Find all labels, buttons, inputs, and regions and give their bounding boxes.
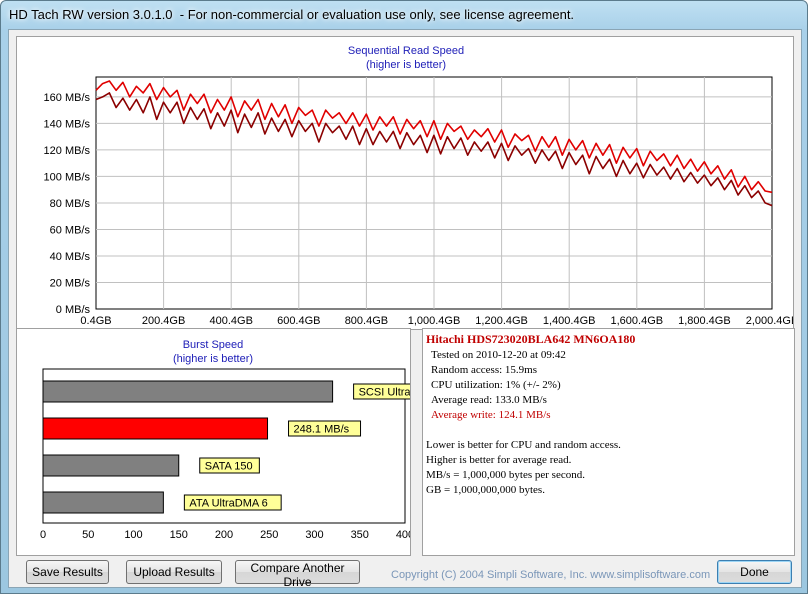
seq-y-tick-label: 80 MB/s — [50, 198, 91, 210]
burst-bar — [42, 454, 180, 477]
burst-x-tick-label: 150 — [170, 529, 188, 541]
title-bar[interactable]: HD Tach RW version 3.0.1.0 - For non-com… — [1, 1, 807, 29]
sequential-read-panel: Sequential Read Speed (higher is better)… — [16, 36, 794, 330]
note-lower-better: Lower is better for CPU and random acces… — [426, 439, 621, 451]
seq-x-tick-label: 1,400.4GB — [543, 315, 596, 327]
seq-y-tick-label: 20 MB/s — [50, 277, 91, 289]
done-button[interactable]: Done — [717, 560, 792, 584]
seq-chart-title: Sequential Read Speed — [348, 45, 464, 57]
burst-bar-label-box — [199, 457, 260, 474]
burst-bar-label: 248.1 MB/s — [294, 424, 350, 436]
random-access: Random access: 15.9ms — [431, 364, 538, 376]
burst-bar-label-box — [183, 494, 282, 511]
note-gb-definition: GB = 1,000,000,000 bytes. — [426, 484, 545, 496]
tested-date: Tested on 2010-12-20 at 09:42 — [431, 349, 566, 361]
seq-chart-subtitle: (higher is better) — [366, 59, 446, 71]
seq-x-tick-label: 600.4GB — [277, 315, 320, 327]
seq-x-tick-label: 1,200.4GB — [475, 315, 528, 327]
seq-y-tick-label: 160 MB/s — [44, 92, 91, 104]
burst-bar-label-box — [288, 420, 362, 437]
seq-series-line-2 — [95, 92, 773, 207]
seq-x-tick-label: 400.4GB — [209, 315, 252, 327]
burst-x-tick-label: 50 — [82, 529, 94, 541]
compare-another-drive-button[interactable]: Compare Another Drive — [235, 560, 360, 589]
average-read: Average read: 133.0 MB/s — [431, 394, 547, 406]
seq-x-tick-label: 0.4GB — [80, 315, 111, 327]
burst-chart-subtitle: (higher is better) — [173, 353, 253, 365]
seq-y-tick-label: 100 MB/s — [44, 171, 91, 183]
burst-x-tick-label: 300 — [305, 529, 323, 541]
client-area: Sequential Read Speed (higher is better)… — [8, 29, 802, 589]
burst-bars: SCSI Ultra320 248.1 MB/s SATA 150 ATA Ultra… — [42, 380, 410, 514]
upload-results-button[interactable]: Upload Results — [126, 560, 222, 584]
cpu-utilization: CPU utilization: 1% (+/- 2%) — [431, 379, 561, 391]
note-higher-better: Higher is better for average read. — [426, 454, 572, 466]
burst-x-tick-label: 100 — [124, 529, 142, 541]
burst-x-tick-label: 400 — [396, 529, 410, 541]
copyright-text: Copyright (C) 2004 Simpli Software, Inc.… — [391, 569, 711, 581]
seq-series — [95, 80, 773, 207]
seq-y-tick-label: 0 MB/s — [56, 304, 91, 316]
drive-info-panel: Hitachi HDS723020BLA642 MN6OA180 Tested … — [422, 328, 795, 556]
seq-x-tick-label: 1,800.4GB — [678, 315, 731, 327]
burst-bar-label-box — [353, 383, 410, 400]
burst-x-tick-label: 200 — [215, 529, 233, 541]
burst-bar-label: SCSI Ultra320 — [359, 387, 410, 399]
burst-chart-title: Burst Speed — [183, 339, 244, 351]
sequential-read-chart: Sequential Read Speed (higher is better)… — [44, 45, 793, 327]
burst-x-tick-label: 250 — [260, 529, 278, 541]
seq-x-tick-label: 1,000.4GB — [408, 315, 461, 327]
seq-y-tick-label: 40 MB/s — [50, 251, 91, 263]
burst-speed-chart: Burst Speed (higher is better) SCSI Ultr… — [40, 339, 410, 541]
window-title: HD Tach RW version 3.0.1.0 - For non-com… — [9, 7, 575, 22]
save-results-button[interactable]: Save Results — [26, 560, 109, 584]
seq-y-tick-label: 140 MB/s — [44, 118, 91, 130]
burst-bar — [42, 380, 334, 403]
seq-x-tick-label: 200.4GB — [142, 315, 185, 327]
seq-y-axis: 160 MB/s 140 MB/s 120 MB/s 100 MB/s 80 MB/s 6… — [44, 92, 91, 316]
burst-x-tick-label: 0 — [40, 529, 46, 541]
average-write: Average write: 124.1 MB/s — [431, 409, 551, 421]
burst-x-tick-label: 350 — [351, 529, 369, 541]
burst-bar — [42, 491, 164, 514]
burst-bar — [42, 417, 269, 440]
seq-y-tick-label: 120 MB/s — [44, 145, 91, 157]
seq-series-line-1 — [95, 80, 773, 194]
drive-name: Hitachi HDS723020BLA642 MN6OA180 — [426, 332, 636, 346]
burst-speed-panel: Burst Speed (higher is better) SCSI Ultr… — [16, 328, 411, 556]
burst-bar-label: ATA UltraDMA 6 — [189, 498, 267, 510]
burst-x-axis: 0 50 100 150 200 250 300 350 400 — [40, 529, 410, 541]
seq-x-tick-label: 800.4GB — [345, 315, 388, 327]
burst-bar-label: SATA 150 — [205, 461, 253, 473]
seq-x-axis: 0.4GB 200.4GB 400.4GB 600.4GB 800.4GB 1,000.4… — [80, 315, 793, 327]
note-mbs-definition: MB/s = 1,000,000 bytes per second. — [426, 469, 585, 481]
seq-x-tick-label: 1,600.4GB — [611, 315, 664, 327]
seq-x-tick-label: 2,000.4GB — [746, 315, 793, 327]
seq-y-tick-label: 60 MB/s — [50, 224, 91, 236]
